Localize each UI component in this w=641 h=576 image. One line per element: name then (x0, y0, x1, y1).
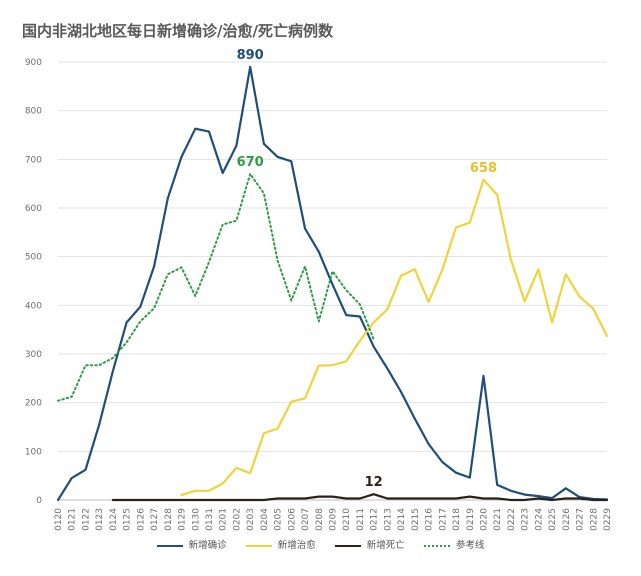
peak-label: 670 (237, 155, 264, 170)
series-line-0 (56, 65, 609, 502)
x-tick-label: 0128 (164, 508, 174, 531)
legend-label-reference: 参考线 (455, 540, 485, 551)
x-tick-label: 0226 (562, 508, 572, 531)
x-tick-label: 0123 (95, 508, 105, 531)
peak-annotations: 890 670 658 12 (237, 48, 497, 490)
legend-swatch-reference (423, 544, 450, 547)
y-tick-label: 0 (36, 496, 42, 506)
series-lines (56, 65, 609, 502)
y-tick-label: 100 (25, 447, 42, 457)
peak-label: 890 (237, 48, 264, 63)
peak-label: 658 (470, 161, 497, 176)
y-axis-ticks: 0 100 200 300 400 500 600 700 800 900 (25, 58, 42, 506)
legend-label-cured: 新增治愈 (277, 540, 316, 551)
x-tick-label: 0124 (109, 508, 119, 531)
y-tick-label: 600 (25, 204, 42, 214)
legend-item-cured[interactable]: 新增治愈 (245, 537, 316, 551)
x-tick-label: 0222 (507, 508, 517, 531)
x-tick-label: 0218 (452, 508, 462, 531)
chart-title: 国内非湖北地区每日新增确诊/治愈/死亡病例数 (22, 22, 333, 40)
x-tick-label: 0214 (397, 508, 407, 531)
y-tick-label: 200 (25, 399, 42, 409)
x-tick-label: 0213 (383, 508, 393, 531)
x-tick-label: 0211 (356, 508, 366, 531)
series-line-3 (57, 172, 375, 402)
legend-label-confirmed: 新增确诊 (188, 540, 227, 551)
legend-item-deaths[interactable]: 新增死亡 (334, 537, 405, 551)
x-tick-label: 0219 (466, 508, 476, 531)
x-tick-label: 0207 (301, 508, 311, 531)
x-tick-label: 0203 (246, 508, 256, 531)
x-tick-label: 0127 (150, 508, 160, 531)
x-tick-label: 0129 (178, 508, 188, 531)
x-tick-label: 0212 (370, 508, 380, 531)
x-tick-label: 0216 (425, 508, 435, 531)
y-tick-label: 400 (25, 301, 42, 311)
peak-label: 12 (365, 475, 383, 490)
x-tick-label: 0126 (136, 508, 146, 531)
x-tick-label: 0204 (260, 508, 270, 531)
legend: 新增确诊 新增治愈 新增死亡 参考线 (0, 537, 641, 551)
x-tick-label: 0220 (479, 508, 489, 531)
x-tick-label: 0122 (81, 508, 91, 531)
y-tick-label: 800 (25, 107, 42, 117)
legend-swatch-confirmed (156, 544, 183, 547)
x-tick-label: 0125 (123, 508, 133, 531)
x-tick-label: 0120 (54, 508, 64, 531)
y-tick-label: 300 (25, 350, 42, 360)
series-line-2 (111, 493, 609, 502)
x-tick-label: 0221 (493, 508, 503, 531)
x-tick-label: 0205 (274, 508, 284, 531)
legend-label-deaths: 新增死亡 (366, 540, 405, 551)
x-tick-label: 0227 (576, 508, 586, 531)
y-tick-label: 500 (25, 253, 42, 263)
x-tick-label: 0217 (438, 508, 448, 531)
x-tick-label: 0210 (342, 508, 352, 531)
x-tick-label: 0131 (205, 508, 215, 531)
legend-item-confirmed[interactable]: 新增确诊 (156, 537, 227, 551)
y-tick-label: 900 (25, 58, 42, 68)
legend-swatch-cured (245, 544, 272, 547)
y-tick-label: 700 (25, 155, 42, 165)
x-tick-label: 0228 (589, 508, 599, 531)
x-tick-label: 0121 (68, 508, 78, 531)
x-tick-label: 0215 (411, 508, 421, 531)
x-tick-label: 0202 (232, 508, 242, 531)
x-tick-label: 0209 (329, 508, 339, 531)
x-tick-label: 0130 (191, 508, 201, 531)
x-tick-label: 0224 (534, 508, 544, 531)
x-tick-label: 0206 (287, 508, 297, 531)
legend-item-reference[interactable]: 参考线 (423, 537, 485, 551)
x-tick-label: 0225 (548, 508, 558, 531)
x-axis-ticks: 0120 0121 0122 0123 0124 0125 0126 0127 0128 0129… (54, 508, 613, 531)
series-line-1 (180, 178, 609, 497)
x-tick-label: 0208 (315, 508, 325, 531)
x-tick-label: 0201 (219, 508, 229, 531)
x-tick-label: 0229 (603, 508, 613, 531)
legend-swatch-deaths (334, 544, 361, 547)
x-tick-label: 0223 (521, 508, 531, 531)
gridlines (58, 61, 607, 501)
